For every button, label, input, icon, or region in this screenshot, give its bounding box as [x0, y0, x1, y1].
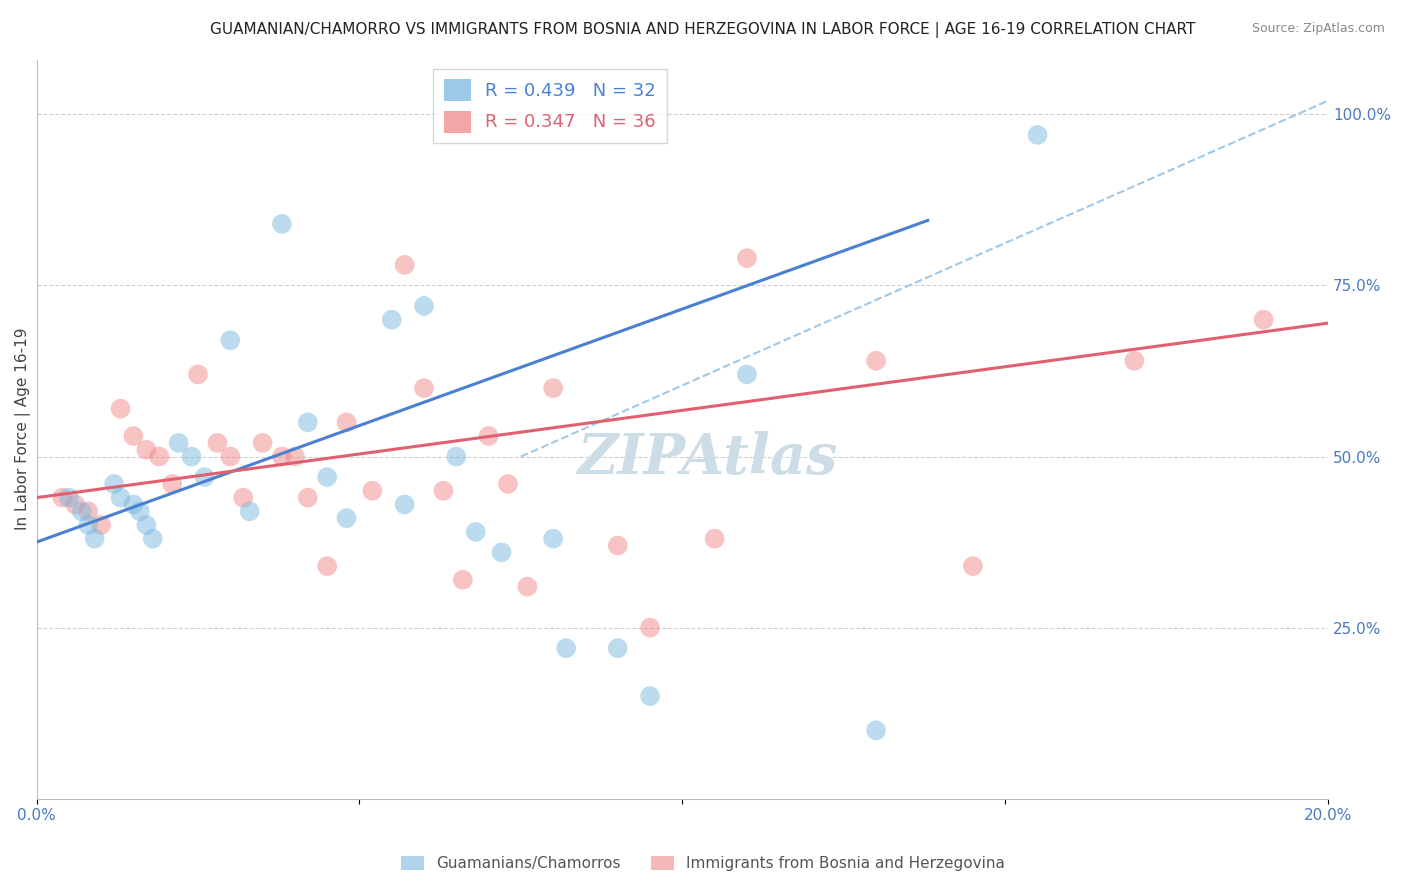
Point: [541, 381, 564, 395]
Point: [207, 435, 229, 450]
Point: [335, 415, 357, 429]
Point: [464, 524, 486, 539]
Point: [1123, 353, 1146, 368]
Point: [541, 532, 564, 546]
Point: [148, 450, 170, 464]
Point: [381, 312, 404, 326]
Point: [335, 511, 357, 525]
Point: [394, 258, 416, 272]
Point: [394, 498, 416, 512]
Point: [142, 532, 165, 546]
Text: Source: ZipAtlas.com: Source: ZipAtlas.com: [1251, 22, 1385, 36]
Point: [58, 491, 80, 505]
Point: [110, 491, 132, 505]
Point: [232, 491, 254, 505]
Legend: Guamanians/Chamorros, Immigrants from Bosnia and Herzegovina: Guamanians/Chamorros, Immigrants from Bo…: [395, 850, 1011, 877]
Point: [491, 545, 513, 559]
Point: [128, 504, 150, 518]
Y-axis label: In Labor Force | Age 16-19: In Labor Force | Age 16-19: [15, 328, 31, 531]
Point: [432, 483, 454, 498]
Point: [193, 470, 215, 484]
Point: [1253, 312, 1275, 326]
Text: GUAMANIAN/CHAMORRO VS IMMIGRANTS FROM BOSNIA AND HERZEGOVINA IN LABOR FORCE | AG: GUAMANIAN/CHAMORRO VS IMMIGRANTS FROM BO…: [211, 22, 1195, 38]
Point: [110, 401, 132, 416]
Point: [865, 353, 887, 368]
Point: [1026, 128, 1049, 142]
Point: [316, 559, 339, 574]
Point: [180, 450, 202, 464]
Point: [65, 498, 87, 512]
Point: [187, 368, 209, 382]
Point: [496, 477, 519, 491]
Point: [284, 450, 307, 464]
Point: [865, 723, 887, 738]
Text: ZIPAtlas: ZIPAtlas: [578, 431, 838, 486]
Point: [638, 621, 661, 635]
Point: [51, 491, 73, 505]
Point: [361, 483, 384, 498]
Point: [297, 415, 319, 429]
Legend: R = 0.439   N = 32, R = 0.347   N = 36: R = 0.439 N = 32, R = 0.347 N = 36: [433, 69, 666, 144]
Point: [703, 532, 725, 546]
Point: [478, 429, 501, 443]
Point: [316, 470, 339, 484]
Point: [135, 518, 157, 533]
Point: [638, 689, 661, 703]
Point: [606, 641, 628, 656]
Point: [413, 299, 436, 313]
Point: [735, 368, 758, 382]
Point: [103, 477, 125, 491]
Point: [516, 580, 538, 594]
Point: [271, 217, 294, 231]
Point: [297, 491, 319, 505]
Point: [962, 559, 984, 574]
Point: [735, 251, 758, 265]
Point: [135, 442, 157, 457]
Point: [90, 518, 112, 533]
Point: [77, 504, 100, 518]
Point: [70, 504, 93, 518]
Point: [122, 429, 145, 443]
Point: [239, 504, 262, 518]
Point: [83, 532, 105, 546]
Point: [555, 641, 578, 656]
Point: [167, 435, 190, 450]
Point: [219, 333, 242, 347]
Point: [160, 477, 183, 491]
Point: [219, 450, 242, 464]
Point: [122, 498, 145, 512]
Point: [271, 450, 294, 464]
Point: [252, 435, 274, 450]
Point: [77, 518, 100, 533]
Point: [451, 573, 474, 587]
Point: [413, 381, 436, 395]
Point: [446, 450, 468, 464]
Point: [606, 539, 628, 553]
